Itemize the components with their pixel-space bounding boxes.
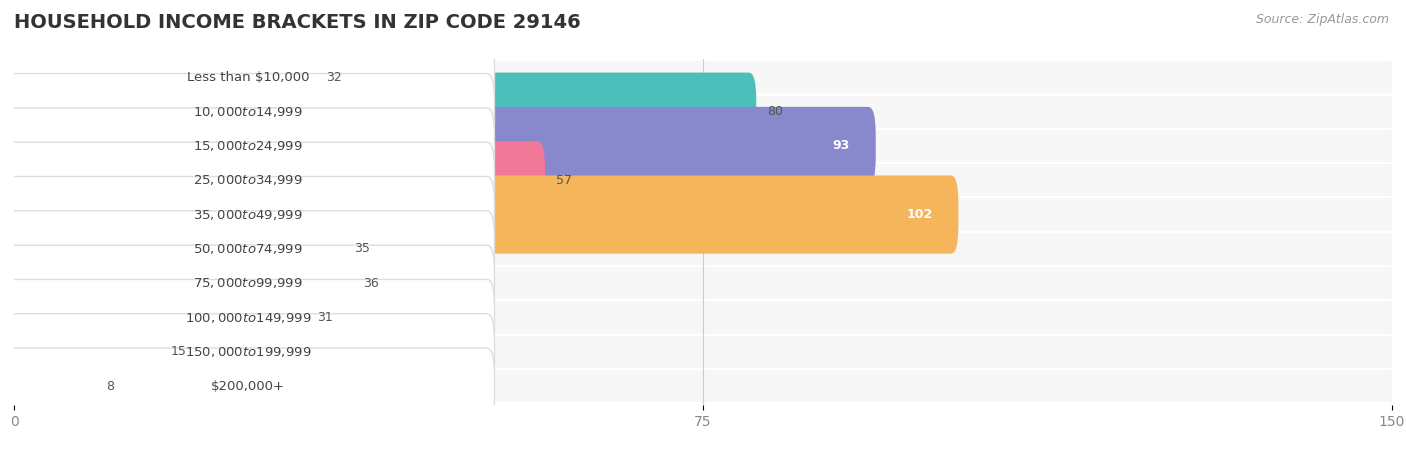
Text: $200,000+: $200,000+ (211, 380, 285, 393)
FancyBboxPatch shape (7, 107, 876, 185)
FancyBboxPatch shape (7, 141, 546, 220)
FancyBboxPatch shape (7, 210, 343, 288)
Text: $150,000 to $199,999: $150,000 to $199,999 (186, 345, 312, 359)
Text: Source: ZipAtlas.com: Source: ZipAtlas.com (1256, 14, 1389, 27)
FancyBboxPatch shape (7, 244, 351, 322)
Text: HOUSEHOLD INCOME BRACKETS IN ZIP CODE 29146: HOUSEHOLD INCOME BRACKETS IN ZIP CODE 29… (14, 14, 581, 32)
FancyBboxPatch shape (7, 176, 959, 254)
Text: Less than $10,000: Less than $10,000 (187, 71, 309, 84)
Text: 102: 102 (907, 208, 932, 221)
FancyBboxPatch shape (7, 72, 756, 151)
Text: 35: 35 (354, 243, 370, 256)
FancyBboxPatch shape (14, 233, 1392, 265)
FancyBboxPatch shape (3, 142, 495, 218)
FancyBboxPatch shape (3, 279, 495, 356)
Text: 57: 57 (555, 174, 572, 187)
FancyBboxPatch shape (3, 314, 495, 390)
FancyBboxPatch shape (3, 39, 495, 116)
FancyBboxPatch shape (3, 211, 495, 287)
FancyBboxPatch shape (14, 370, 1392, 402)
FancyBboxPatch shape (7, 279, 307, 357)
Text: 93: 93 (832, 140, 851, 153)
FancyBboxPatch shape (14, 267, 1392, 299)
Text: 8: 8 (105, 380, 114, 393)
FancyBboxPatch shape (7, 347, 94, 425)
Text: 31: 31 (318, 311, 333, 324)
FancyBboxPatch shape (14, 130, 1392, 162)
FancyBboxPatch shape (3, 348, 495, 424)
Text: 15: 15 (170, 345, 186, 358)
FancyBboxPatch shape (7, 38, 315, 117)
FancyBboxPatch shape (14, 302, 1392, 333)
FancyBboxPatch shape (14, 61, 1392, 94)
FancyBboxPatch shape (3, 176, 495, 253)
Text: $25,000 to $34,999: $25,000 to $34,999 (194, 173, 304, 187)
Text: $15,000 to $24,999: $15,000 to $24,999 (194, 139, 304, 153)
FancyBboxPatch shape (14, 164, 1392, 196)
Text: $35,000 to $49,999: $35,000 to $49,999 (194, 207, 304, 221)
FancyBboxPatch shape (7, 313, 159, 391)
FancyBboxPatch shape (14, 198, 1392, 231)
FancyBboxPatch shape (3, 108, 495, 184)
Text: 32: 32 (326, 71, 342, 84)
Text: $50,000 to $74,999: $50,000 to $74,999 (194, 242, 304, 256)
Text: 36: 36 (363, 277, 378, 290)
Text: $100,000 to $149,999: $100,000 to $149,999 (186, 310, 312, 324)
FancyBboxPatch shape (3, 74, 495, 150)
FancyBboxPatch shape (3, 245, 495, 321)
Text: $10,000 to $14,999: $10,000 to $14,999 (194, 105, 304, 119)
FancyBboxPatch shape (14, 336, 1392, 368)
Text: 80: 80 (768, 105, 783, 118)
FancyBboxPatch shape (14, 95, 1392, 128)
Text: $75,000 to $99,999: $75,000 to $99,999 (194, 276, 304, 290)
